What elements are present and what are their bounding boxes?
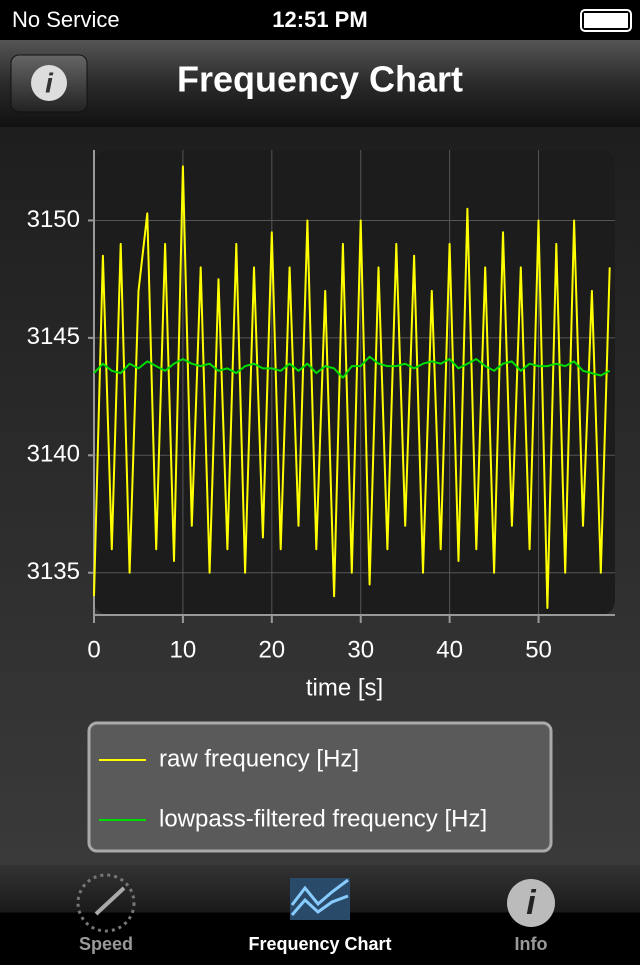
nav-title: Frequency Chart: [177, 59, 463, 100]
y-tick-label: 3135: [27, 558, 80, 585]
x-axis-label: time [s]: [306, 674, 383, 701]
battery-level: [584, 13, 628, 28]
y-tick-label: 3140: [27, 441, 80, 468]
tab-frequency-chart[interactable]: Frequency Chart: [248, 934, 391, 954]
x-tick-label: 30: [347, 636, 374, 663]
x-tick-label: 0: [87, 636, 100, 663]
chart: 3135 3140 3145 3150 0 10 20 30 40 50 time [s]: [27, 150, 615, 701]
legend-entries: raw frequency [Hz] lowpass-filtered frequ…: [99, 745, 487, 832]
tab-speed[interactable]: Speed: [79, 934, 133, 954]
legend-label: lowpass-filtered frequency [Hz]: [159, 805, 487, 832]
series-line: [93, 355, 611, 379]
y-tick-label: 3150: [27, 206, 80, 233]
battery: [580, 9, 632, 32]
tab-info[interactable]: Info: [515, 934, 548, 954]
y-tick-label: 3145: [27, 323, 80, 350]
status-bar: [0, 0, 640, 40]
chart-icon: [290, 878, 350, 920]
x-tick-label: 40: [436, 636, 463, 663]
svg-text:i: i: [526, 884, 537, 922]
svg-text:i: i: [45, 67, 54, 98]
speed-icon: [76, 873, 136, 933]
series-line: [93, 165, 611, 609]
info-button[interactable]: i: [10, 54, 88, 113]
clock: 12:51 PM: [272, 7, 367, 32]
carrier: No Service: [12, 7, 120, 32]
plot-area: [94, 150, 615, 615]
legend-label: raw frequency [Hz]: [159, 745, 359, 772]
nav-bar: [0, 40, 640, 127]
x-tick-label: 10: [170, 636, 197, 663]
x-tick-label: 20: [258, 636, 285, 663]
legend: [87, 721, 553, 853]
info-icon: i: [507, 879, 555, 927]
x-tick-label: 50: [525, 636, 552, 663]
